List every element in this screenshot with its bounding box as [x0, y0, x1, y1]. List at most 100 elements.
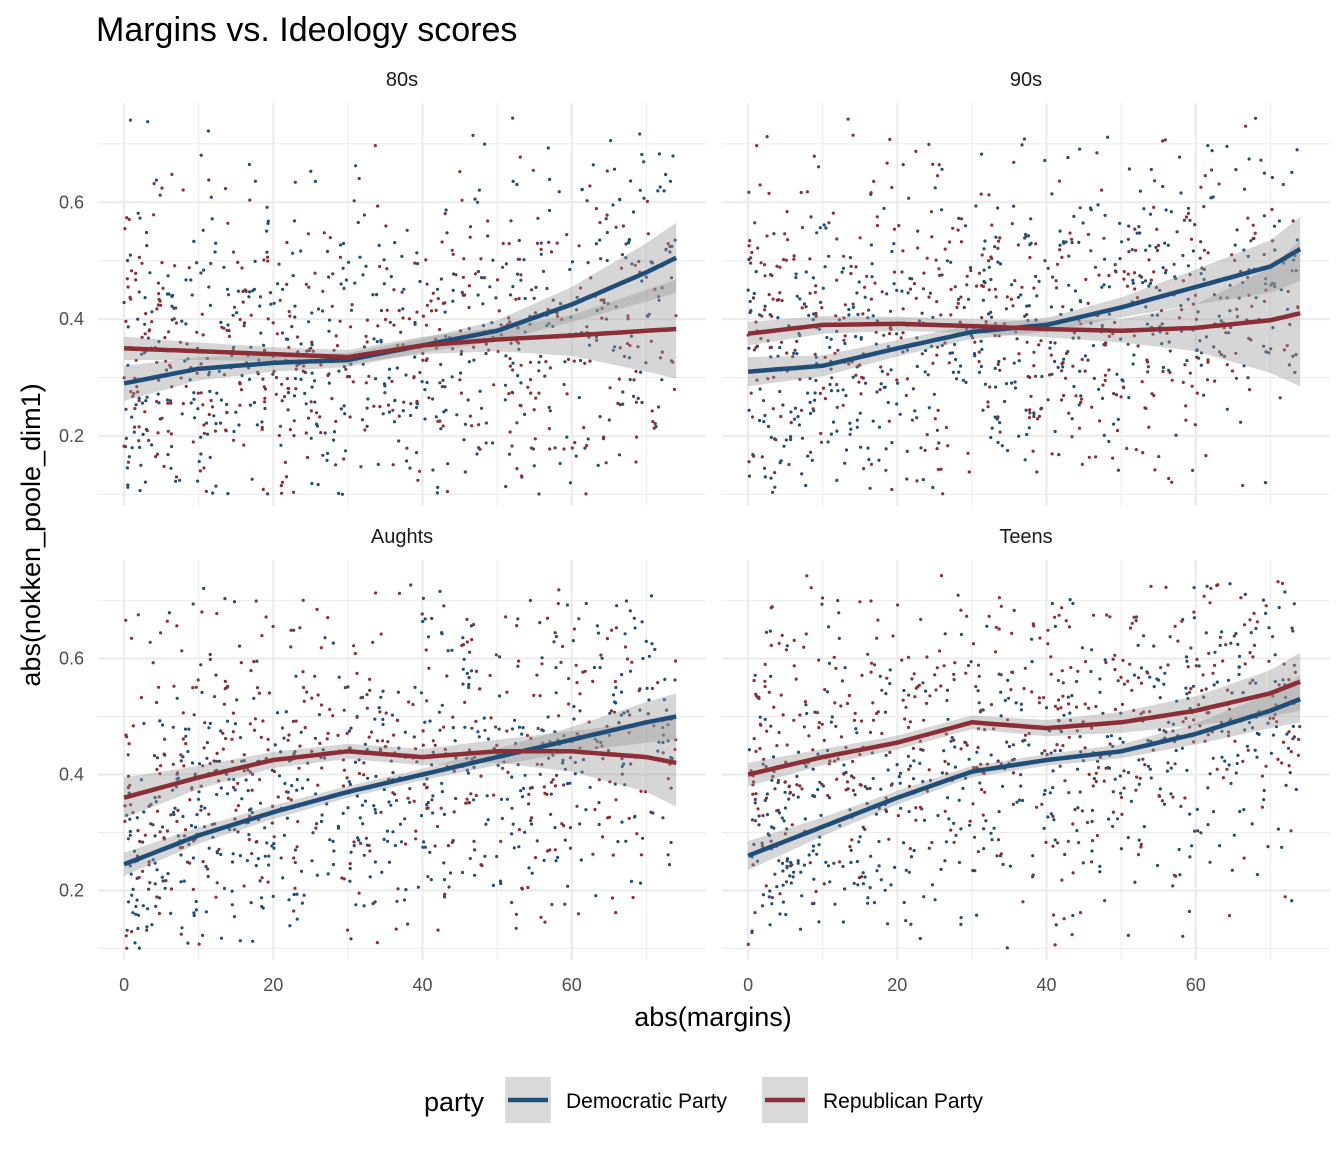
point-democratic [783, 790, 787, 794]
point-republican [789, 421, 793, 425]
point-democratic [408, 466, 412, 470]
point-republican [1070, 237, 1074, 241]
point-democratic [808, 376, 812, 380]
point-democratic [168, 399, 173, 403]
point-democratic [137, 396, 141, 400]
point-democratic [306, 778, 310, 782]
point-republican [1071, 364, 1075, 368]
point-republican [1168, 370, 1172, 375]
point-democratic [323, 636, 327, 640]
point-republican [256, 372, 260, 376]
point-republican [968, 819, 972, 823]
point-democratic [423, 845, 427, 849]
point-republican [276, 795, 280, 799]
point-republican [1002, 357, 1006, 361]
point-republican [159, 631, 163, 635]
point-republican [1246, 216, 1250, 220]
point-republican [557, 588, 561, 592]
point-democratic [523, 773, 527, 777]
point-republican [127, 217, 131, 221]
point-republican [567, 677, 571, 681]
point-democratic [386, 839, 390, 843]
point-democratic [1015, 337, 1019, 341]
point-republican [315, 607, 319, 612]
point-republican [591, 852, 595, 856]
point-democratic [1001, 862, 1005, 867]
point-democratic [804, 270, 808, 274]
point-republican [263, 387, 267, 391]
point-republican [927, 768, 931, 772]
point-democratic [1056, 365, 1060, 369]
point-democratic [915, 364, 919, 369]
point-democratic [171, 725, 175, 729]
point-democratic [554, 859, 558, 863]
point-democratic [294, 674, 298, 678]
point-republican [867, 308, 871, 312]
point-republican [1126, 237, 1130, 241]
point-democratic [838, 824, 842, 828]
point-republican [750, 250, 754, 255]
point-republican [293, 886, 297, 890]
point-republican [984, 320, 988, 324]
point-democratic [1228, 582, 1232, 586]
point-democratic [776, 316, 780, 320]
point-democratic [921, 478, 925, 482]
point-republican [969, 268, 973, 273]
point-republican [754, 749, 758, 754]
point-democratic [1115, 372, 1119, 376]
point-democratic [796, 859, 800, 863]
point-republican [327, 372, 331, 376]
point-democratic [673, 678, 677, 682]
point-democratic [828, 382, 832, 387]
y-tick-label: 0.6 [59, 649, 84, 669]
point-republican [289, 628, 293, 632]
point-democratic [1199, 831, 1203, 835]
point-republican [271, 624, 275, 629]
point-republican [363, 428, 367, 432]
point-democratic [331, 839, 335, 844]
point-republican [1057, 613, 1061, 617]
point-republican [520, 886, 524, 890]
point-republican [386, 740, 390, 744]
point-democratic [1149, 776, 1153, 780]
point-democratic [1245, 744, 1249, 748]
point-democratic [292, 892, 296, 897]
point-republican [242, 753, 246, 757]
point-republican [443, 301, 447, 305]
point-democratic [349, 362, 353, 366]
point-democratic [219, 398, 223, 402]
point-republican [1023, 666, 1027, 670]
point-democratic [204, 864, 208, 869]
point-republican [301, 598, 305, 602]
point-democratic [917, 319, 922, 323]
point-republican [257, 691, 261, 695]
point-republican [390, 379, 394, 384]
point-democratic [218, 421, 223, 425]
point-democratic [1185, 768, 1189, 773]
point-democratic [167, 292, 171, 296]
point-democratic [179, 880, 183, 884]
point-republican [385, 308, 389, 312]
point-democratic [180, 319, 184, 323]
point-democratic [961, 786, 965, 791]
point-democratic [763, 304, 767, 308]
point-republican [147, 863, 151, 867]
point-democratic [863, 295, 867, 299]
point-democratic [205, 741, 209, 745]
point-democratic [1247, 721, 1252, 725]
point-republican [794, 677, 798, 681]
point-republican [155, 399, 159, 404]
point-republican [1164, 585, 1168, 590]
point-republican [1153, 468, 1157, 472]
point-democratic [472, 798, 476, 802]
point-republican [1217, 182, 1221, 186]
point-democratic [435, 287, 440, 291]
point-democratic [275, 711, 280, 715]
point-democratic [1027, 304, 1031, 308]
point-republican [543, 920, 547, 924]
point-democratic [1089, 669, 1093, 674]
point-republican [847, 362, 851, 366]
point-republican [378, 405, 382, 409]
point-republican [452, 769, 456, 773]
point-democratic [561, 758, 565, 762]
